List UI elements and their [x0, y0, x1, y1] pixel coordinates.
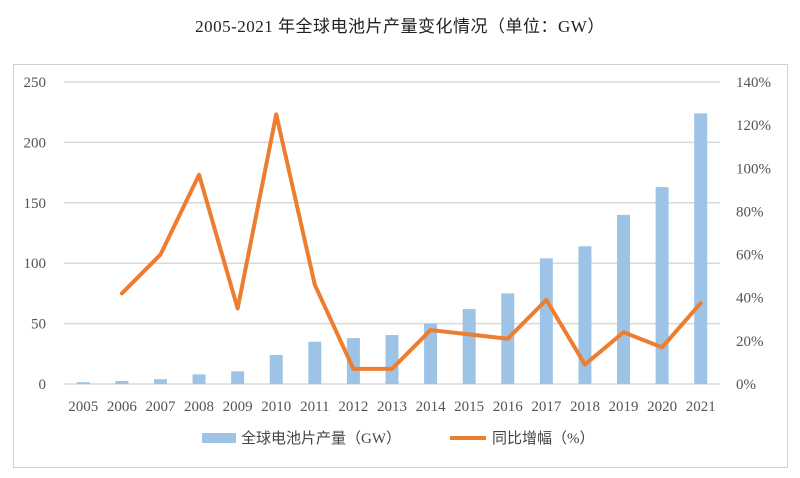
chart-title: 2005-2021 年全球电池片产量变化情况（单位：GW） [195, 17, 605, 36]
bar [462, 309, 476, 384]
x-tick-label: 2014 [416, 399, 447, 415]
bar [578, 246, 592, 384]
y-right-tick-label: 40% [736, 291, 764, 307]
chart-frame [13, 64, 788, 468]
y-right-tick-label: 140% [736, 75, 771, 91]
x-tick-label: 2019 [609, 399, 639, 415]
x-tick-label: 2013 [377, 399, 407, 415]
legend-swatch-bars [202, 433, 236, 443]
bar [76, 382, 90, 384]
y-right-tick-label: 100% [736, 161, 771, 177]
x-tick-label: 2018 [570, 399, 600, 415]
bar [231, 371, 245, 384]
y-right-tick-label: 0% [736, 377, 756, 393]
x-tick-label: 2007 [145, 399, 176, 415]
bar [153, 379, 167, 384]
bar [385, 335, 399, 384]
y-left-tick-label: 200 [24, 135, 47, 151]
bar [655, 187, 669, 384]
x-tick-label: 2020 [647, 399, 677, 415]
x-tick-label: 2005 [68, 399, 98, 415]
y-right-tick-label: 60% [736, 248, 764, 264]
y-left-tick-label: 50 [31, 317, 46, 333]
x-tick-label: 2009 [223, 399, 253, 415]
y-right-tick-label: 120% [736, 118, 771, 134]
y-left-tick-label: 0 [39, 377, 47, 393]
x-tick-label: 2011 [300, 399, 329, 415]
x-tick-label: 2010 [261, 399, 291, 415]
bar [269, 355, 283, 384]
bar [617, 214, 631, 384]
x-tick-label: 2015 [454, 399, 484, 415]
legend-label-line: 同比增幅（%） [492, 430, 595, 447]
y-left-tick-label: 100 [24, 256, 47, 272]
bar [192, 374, 206, 384]
bar [424, 323, 438, 384]
bar [694, 113, 708, 385]
y-left-tick-label: 250 [24, 75, 47, 91]
bar [539, 258, 553, 384]
x-tick-label: 2021 [686, 399, 716, 415]
bar [346, 338, 360, 384]
legend-label-bars: 全球电池片产量（GW） [241, 429, 401, 447]
x-tick-label: 2006 [107, 399, 138, 415]
y-left-tick-label: 150 [24, 196, 47, 212]
x-tick-label: 2016 [493, 399, 524, 415]
bar [115, 380, 129, 384]
growth-line [119, 112, 703, 371]
bar [308, 341, 322, 384]
x-tick-label: 2017 [531, 399, 562, 415]
y-right-tick-label: 20% [736, 334, 764, 350]
y-right-tick-label: 80% [736, 204, 764, 220]
x-tick-label: 2008 [184, 399, 214, 415]
x-tick-label: 2012 [338, 399, 368, 415]
